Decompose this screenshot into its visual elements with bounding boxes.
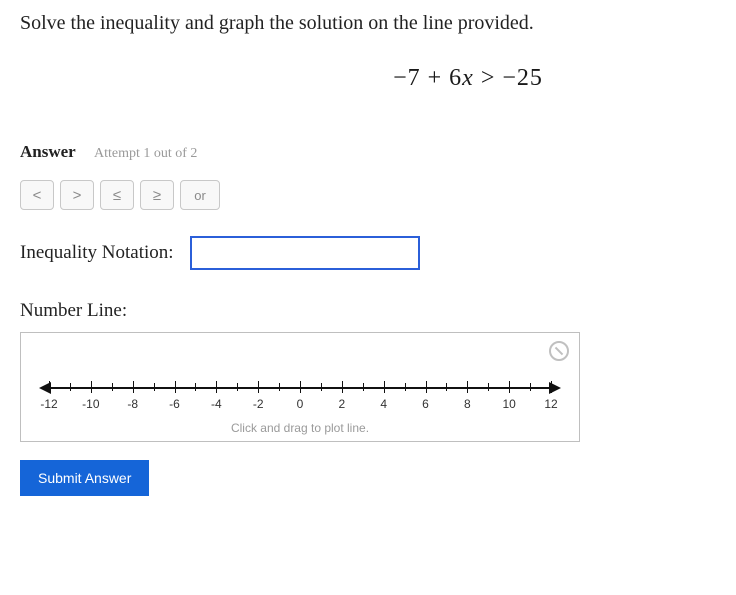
tick-label: -12	[40, 397, 57, 411]
tick-label: 0	[297, 397, 304, 411]
tick	[133, 381, 134, 393]
tick	[530, 383, 531, 391]
tick	[175, 381, 176, 393]
tick	[405, 383, 406, 391]
equation-rhs: −25	[502, 65, 543, 91]
or-button[interactable]: or	[180, 180, 220, 210]
tick	[154, 383, 155, 391]
clear-icon[interactable]	[549, 341, 569, 361]
tick-label: -6	[169, 397, 180, 411]
tick-label: -4	[211, 397, 222, 411]
tick	[363, 383, 364, 391]
tick-label: -10	[82, 397, 99, 411]
operator-buttons: < > ≤ ≥ or	[20, 180, 716, 210]
notation-label: Inequality Notation:	[20, 242, 174, 264]
instruction-text: Solve the inequality and graph the solut…	[20, 12, 716, 35]
tick	[112, 383, 113, 391]
tick-label: 4	[380, 397, 387, 411]
numberline-label: Number Line:	[20, 300, 716, 322]
tick	[300, 381, 301, 393]
numberline-axis[interactable]: -12-10-8-6-4-2024681012	[49, 387, 551, 389]
tick	[321, 383, 322, 391]
le-button[interactable]: ≤	[100, 180, 134, 210]
equation-gt: >	[474, 65, 503, 91]
numberline-box[interactable]: -12-10-8-6-4-2024681012 Click and drag t…	[20, 332, 580, 442]
answer-label: Answer	[20, 142, 76, 161]
tick-label: 2	[338, 397, 345, 411]
notation-row: Inequality Notation:	[20, 236, 716, 270]
tick-label: 12	[544, 397, 557, 411]
answer-header: Answer Attempt 1 out of 2	[20, 142, 716, 162]
submit-answer-button[interactable]: Submit Answer	[20, 460, 149, 496]
notation-input[interactable]	[190, 236, 420, 270]
tick	[342, 381, 343, 393]
tick	[446, 383, 447, 391]
numberline-hint: Click and drag to plot line.	[21, 421, 579, 435]
tick-label: 10	[502, 397, 515, 411]
tick	[279, 383, 280, 391]
tick	[216, 381, 217, 393]
tick	[488, 383, 489, 391]
lt-button[interactable]: <	[20, 180, 54, 210]
ge-button[interactable]: ≥	[140, 180, 174, 210]
tick	[551, 381, 552, 393]
tick	[49, 381, 50, 393]
tick	[237, 383, 238, 391]
tick	[91, 381, 92, 393]
tick	[509, 381, 510, 393]
gt-button[interactable]: >	[60, 180, 94, 210]
equation-lhs: −7 + 6	[393, 65, 462, 91]
tick-label: 8	[464, 397, 471, 411]
tick	[258, 381, 259, 393]
attempt-text: Attempt 1 out of 2	[94, 146, 197, 161]
tick	[467, 381, 468, 393]
tick	[70, 383, 71, 391]
tick	[426, 381, 427, 393]
equation: −7 + 6x > −25	[220, 65, 716, 92]
tick-label: -2	[253, 397, 264, 411]
tick	[384, 381, 385, 393]
tick-label: 6	[422, 397, 429, 411]
equation-var: x	[462, 65, 474, 91]
tick-label: -8	[127, 397, 138, 411]
tick	[195, 383, 196, 391]
